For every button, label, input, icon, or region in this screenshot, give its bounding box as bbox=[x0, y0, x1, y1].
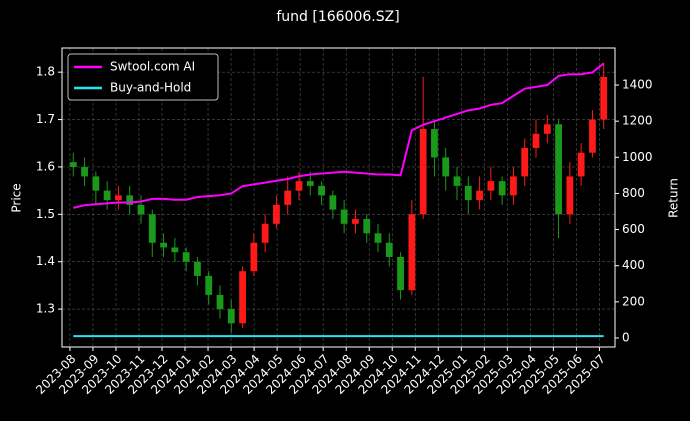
candle-body bbox=[92, 176, 100, 191]
candle-body bbox=[464, 185, 472, 201]
candle-body bbox=[577, 152, 585, 177]
y2-tick-label: 600 bbox=[622, 222, 645, 236]
y2-tick-label: 1000 bbox=[622, 150, 653, 164]
candle-body bbox=[431, 129, 438, 158]
legend-label: Swtool.com AI bbox=[110, 60, 195, 74]
candle-body bbox=[273, 204, 280, 224]
candle-body bbox=[103, 190, 111, 201]
y2-tick-label: 0 bbox=[622, 330, 630, 344]
candle-body bbox=[160, 242, 167, 248]
candle-body bbox=[419, 129, 427, 215]
candle-body bbox=[194, 261, 201, 276]
candle-body bbox=[408, 214, 416, 291]
candle-body bbox=[363, 219, 371, 234]
candle-body bbox=[340, 209, 348, 224]
candle-body bbox=[261, 223, 269, 243]
candle-body bbox=[295, 181, 303, 191]
candle-body bbox=[115, 195, 122, 201]
candle-body bbox=[171, 247, 179, 253]
candle-body bbox=[555, 124, 562, 215]
candle-body bbox=[521, 147, 529, 177]
candle-body bbox=[532, 133, 540, 148]
candle-body bbox=[126, 195, 134, 205]
y-tick-label: 1.7 bbox=[36, 112, 55, 126]
y2-tick-label: 1200 bbox=[622, 114, 653, 128]
candle-body bbox=[306, 181, 314, 186]
legend-label: Buy-and-Hold bbox=[110, 81, 191, 95]
candle-body bbox=[81, 166, 88, 177]
candle-body bbox=[442, 157, 450, 177]
candle-body bbox=[137, 204, 145, 215]
y2-tick-label: 400 bbox=[622, 258, 645, 272]
y2-tick-label: 800 bbox=[622, 186, 645, 200]
candle-body bbox=[216, 294, 224, 310]
candle-body bbox=[239, 271, 246, 324]
candle-body bbox=[600, 76, 608, 120]
candle-body bbox=[510, 176, 517, 196]
y-tick-label: 1.6 bbox=[36, 159, 55, 173]
chart-title: fund [166006.SZ] bbox=[276, 9, 399, 25]
y-tick-label: 1.4 bbox=[36, 254, 55, 268]
candle-body bbox=[69, 162, 77, 167]
candle-body bbox=[318, 185, 325, 196]
plot-frame bbox=[61, 47, 616, 348]
y-tick-label: 1.5 bbox=[36, 207, 55, 221]
candle-body bbox=[205, 275, 213, 295]
candle-body bbox=[227, 309, 235, 324]
candle-body bbox=[148, 214, 156, 243]
candle-body bbox=[284, 190, 292, 205]
candle-body bbox=[453, 176, 461, 186]
y2-tick-label: 200 bbox=[622, 294, 645, 308]
y2-tick-label: 1400 bbox=[622, 78, 653, 92]
candle-body bbox=[589, 119, 596, 153]
candle-body bbox=[498, 181, 506, 196]
y-tick-label: 1.8 bbox=[36, 65, 55, 79]
candle-body bbox=[352, 219, 359, 224]
candle-body bbox=[543, 124, 551, 134]
legend-box bbox=[67, 53, 219, 101]
candle-body bbox=[374, 233, 382, 243]
y-tick-label: 1.3 bbox=[36, 302, 55, 316]
candle-body bbox=[182, 252, 190, 262]
candle-body bbox=[476, 190, 483, 201]
candle-body bbox=[397, 256, 404, 291]
candle-body bbox=[566, 176, 574, 215]
y-axis-label: Price bbox=[10, 183, 24, 212]
return-line bbox=[73, 62, 605, 209]
candle-body bbox=[487, 181, 495, 191]
candle-body bbox=[329, 195, 337, 210]
candle-body bbox=[385, 242, 393, 257]
y2-axis-label: Return bbox=[667, 178, 681, 218]
candle-body bbox=[250, 242, 258, 272]
